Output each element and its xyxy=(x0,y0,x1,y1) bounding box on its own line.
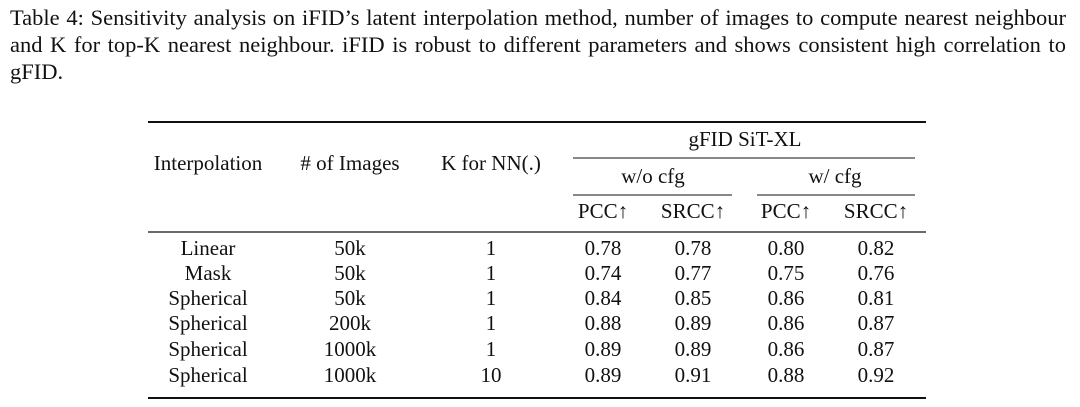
group-header: gFID SiT-XL xyxy=(689,127,802,151)
table-cell: Mask xyxy=(185,261,232,285)
caption: Table 4: Sensitivity analysis on iFID’s … xyxy=(10,5,1066,84)
table-cell: 1 xyxy=(486,286,497,310)
table-cell: 0.85 xyxy=(675,286,712,310)
table-cell: 0.77 xyxy=(675,261,712,285)
column-header: # of Images xyxy=(300,151,399,175)
column-header: PCC↑ xyxy=(578,199,628,223)
table-cell: 50k xyxy=(334,261,366,285)
table-cell: 50k xyxy=(334,236,366,260)
table-cell: Spherical xyxy=(168,363,247,387)
table-cell: 0.92 xyxy=(858,363,895,387)
table-cell: 1000k xyxy=(324,337,377,361)
table-cell: Spherical xyxy=(168,311,247,335)
table-cell: 0.88 xyxy=(768,363,805,387)
table-cell: 0.86 xyxy=(768,337,805,361)
table-cell: 1 xyxy=(486,236,497,260)
column-header: K for NN(.) xyxy=(441,151,541,175)
table-cell: 0.86 xyxy=(768,286,805,310)
table-cell: 0.81 xyxy=(858,286,895,310)
table-cell: 0.91 xyxy=(675,363,712,387)
table-cell: 0.89 xyxy=(585,363,622,387)
table-cell: 0.80 xyxy=(768,236,805,260)
table-cell: Spherical xyxy=(168,286,247,310)
table-cell: 0.76 xyxy=(858,261,895,285)
table-cell: Linear xyxy=(181,236,236,260)
subgroup-header: w/ cfg xyxy=(808,164,862,188)
table-cell: 200k xyxy=(329,311,372,335)
subgroup-header: w/o cfg xyxy=(621,164,685,188)
column-header: SRCC↑ xyxy=(844,199,908,223)
table-cell: 1 xyxy=(486,261,497,285)
table-cell: 0.74 xyxy=(585,261,622,285)
table-cell: 0.89 xyxy=(675,337,712,361)
column-header: SRCC↑ xyxy=(661,199,725,223)
column-header: PCC↑ xyxy=(761,199,811,223)
table-cell: 0.89 xyxy=(675,311,712,335)
table-cell: 0.86 xyxy=(768,311,805,335)
table-cell: 0.78 xyxy=(585,236,622,260)
table-cell: 1000k xyxy=(324,363,377,387)
table-cell: 0.88 xyxy=(585,311,622,335)
table-cell: 50k xyxy=(334,286,366,310)
table-cell: 0.82 xyxy=(858,236,895,260)
table-cell: 0.78 xyxy=(675,236,712,260)
table-cell: 1 xyxy=(486,311,497,335)
table-cell: 0.75 xyxy=(768,261,805,285)
table-cell: 0.87 xyxy=(858,337,895,361)
table-cell: 0.87 xyxy=(858,311,895,335)
table-cell: 1 xyxy=(486,337,497,361)
table-cell: Spherical xyxy=(168,337,247,361)
table-cell: 0.89 xyxy=(585,337,622,361)
column-header: Interpolation xyxy=(154,151,263,175)
table-cell: 10 xyxy=(481,363,502,387)
table-cell: 0.84 xyxy=(585,286,622,310)
